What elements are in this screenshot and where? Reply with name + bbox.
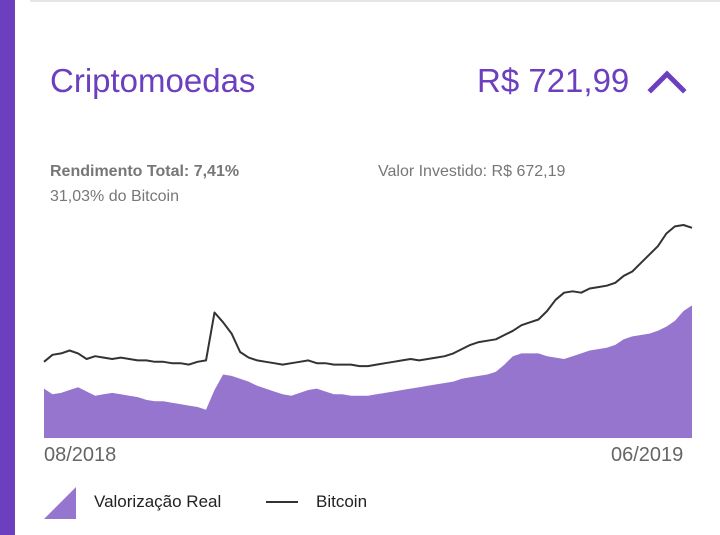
chevron-up-icon[interactable] [647,66,687,96]
crypto-card: Criptomoedas R$ 721,99 Rendimento Total:… [15,0,720,535]
legend-area-swatch [44,487,76,519]
top-divider [30,0,720,2]
bitcoin-line [43,224,693,368]
side-accent-bar [0,0,15,535]
valorizacao-area [44,305,692,438]
performance-chart [43,224,693,438]
x-axis-end-label: 06/2019 [611,444,684,466]
x-axis-start-label: 08/2018 [44,444,117,466]
card-amount: R$ 721,99 [477,62,630,99]
legend-area-label: Valorização Real [94,492,222,511]
valor-investido: Valor Investido: R$ 672,19 [378,163,566,180]
card-title: Criptomoedas [50,62,256,99]
legend-line-swatch [266,501,298,503]
legend-line-label: Bitcoin [316,492,368,511]
bitcoin-percentage: 31,03% do Bitcoin [50,188,179,205]
rendimento-total: Rendimento Total: 7,41% [50,163,240,180]
